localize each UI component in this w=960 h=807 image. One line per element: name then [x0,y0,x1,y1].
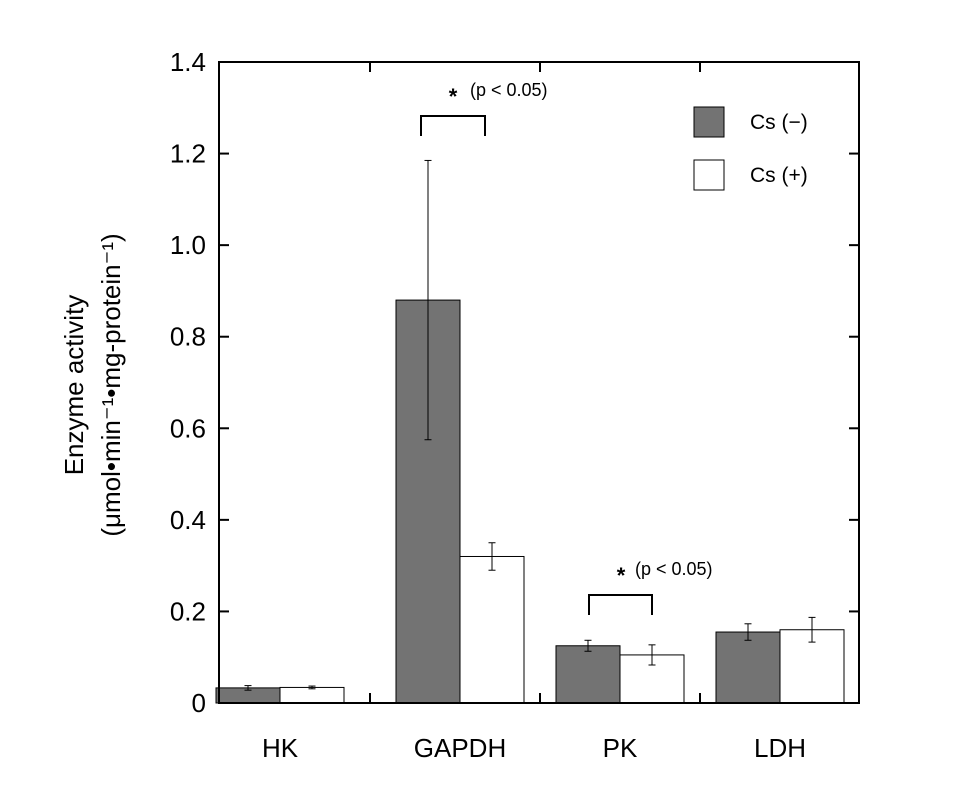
y-axis-label: Enzyme activity [59,295,89,476]
significance-star-gapdh: * [449,84,458,109]
significance-bracket-gapdh [420,115,486,136]
significance-pvalue-gapdh: (p < 0.05) [470,80,548,100]
y-tick-label: 1.2 [170,139,206,169]
legend-swatch-series-2 [693,159,725,191]
significance-pvalue-pk: (p < 0.05) [635,559,713,579]
significance-bracket-pk [588,594,653,615]
plot-frame [218,61,860,704]
bar-hk-series-2 [279,686,345,704]
y-tick-label: 1.0 [170,230,206,260]
legend-label-series-2: Cs (+) [750,164,808,187]
bar-gapdh-series-2 [459,555,525,704]
y-tick-label: 0.8 [170,322,206,352]
significance-star-pk: * [617,563,626,588]
y-tick-label: 0.6 [170,413,206,443]
y-tick-label: 0 [192,688,206,718]
y-tick-label: 1.4 [170,47,206,77]
x-tick-label-pk: PK [603,733,638,763]
bar-pk-series-1 [555,645,621,704]
y-axis-label-units: (μmol•min⁻¹•mg-protein⁻¹) [96,233,126,536]
y-tick-label: 0.2 [170,596,206,626]
y-tick-label: 0.4 [170,505,206,535]
bar-ldh-series-1 [715,631,781,704]
x-tick-label-ldh: LDH [754,733,806,763]
x-tick-label-hk: HK [262,733,299,763]
legend-swatch-series-1 [693,106,725,138]
legend-label-series-1: Cs (−) [750,111,808,134]
x-tick-label-gapdh: GAPDH [414,733,506,763]
